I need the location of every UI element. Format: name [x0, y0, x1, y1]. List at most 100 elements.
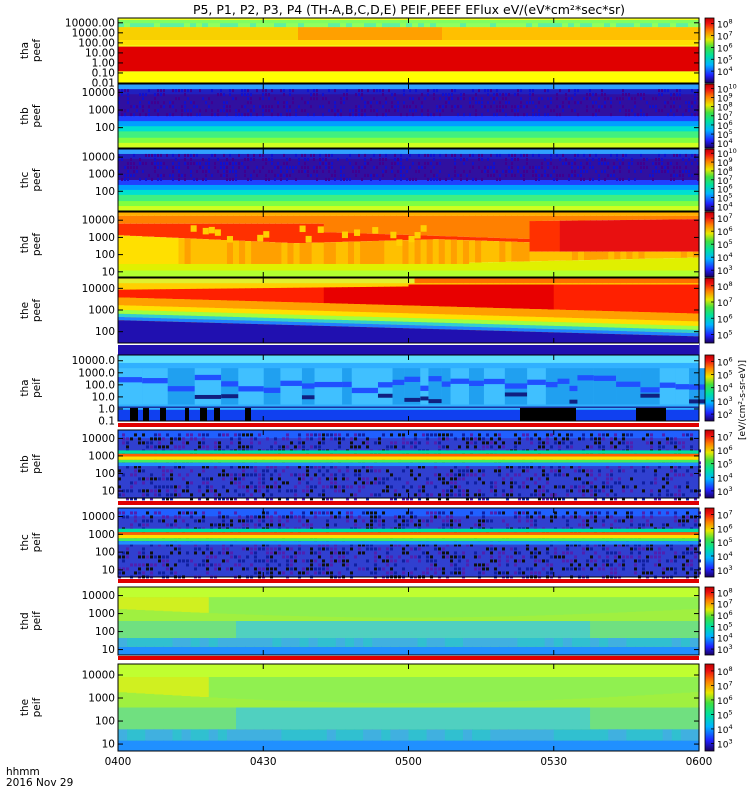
- the-peef-ytick-1: 1000: [88, 305, 115, 317]
- time-row-label: hhmm: [6, 766, 40, 778]
- thb-peif-cbtick-1: 106: [717, 444, 733, 457]
- tha-peif-ytick-0: 10000.0: [72, 355, 115, 367]
- thd-peif-ytick-0: 10000: [82, 590, 115, 602]
- the-peef-cbtick-2: 106: [717, 312, 733, 325]
- thc-peif-cbtick-3: 104: [717, 550, 733, 563]
- tha-peif-ytick-3: 10.0: [92, 391, 115, 403]
- tha-peif-cbtick-3: 103: [717, 395, 733, 408]
- tha-peif-cbtick-4: 102: [717, 408, 733, 421]
- xtick-0600: 0600: [686, 756, 713, 768]
- thc-peef-ytick-0: 10000: [82, 152, 115, 164]
- stripe-1: [118, 501, 699, 505]
- the-peif-heatmap: [118, 664, 700, 751]
- thd-peef-ytick-0: 10000: [82, 215, 115, 227]
- the-peef-cbtick-3: 105: [717, 329, 733, 342]
- thd-peef-ytick-2: 100: [95, 249, 115, 261]
- thb-peef-cbtick-0: 1010: [717, 82, 737, 95]
- thb-peif-cbtick-0: 107: [717, 430, 733, 443]
- plot-title: P5, P1, P2, P3, P4 (TH-A,B,C,D,E) PEIF,P…: [192, 2, 626, 17]
- tha-peef-ytick-1: 1000.00: [72, 27, 115, 39]
- tha-peif-ylabel: tha peif: [19, 378, 43, 398]
- tha-peef-colorbar: [704, 17, 715, 84]
- thb-peef-ytick-2: 100: [95, 122, 115, 134]
- thc-peif-cbtick-1: 106: [717, 522, 733, 535]
- thb-peif-ytick-1: 1000: [88, 450, 115, 462]
- the-peef-colorbar: [704, 277, 715, 344]
- tha-peef-ytick-6: 0.01: [92, 78, 115, 90]
- thd-peef-cbtick-4: 103: [717, 264, 733, 277]
- thc-peif-ytick-3: 10: [102, 564, 115, 576]
- thc-peif-heatmap: [118, 508, 701, 579]
- thb-peif-cbtick-4: 103: [717, 485, 733, 498]
- thd-peif-ylabel: thd peif: [19, 611, 43, 631]
- thd-peef-ytick-3: 10: [102, 266, 115, 278]
- date-row-label: 2016 Nov 29: [6, 777, 74, 789]
- thd-peif-heatmap: [118, 587, 700, 655]
- thc-peef-heatmap: [118, 149, 699, 212]
- colorbar-unit-label: [eV/(cm²-s-sr-eV)]: [738, 360, 748, 440]
- thc-peif-cbtick-0: 107: [717, 509, 733, 522]
- thb-peef-ylabel: thb peef: [19, 104, 43, 128]
- thd-peef-cbtick-2: 105: [717, 238, 733, 251]
- thb-peif-ytick-3: 10: [102, 486, 115, 498]
- thc-peef-ylabel: thc peef: [19, 168, 43, 192]
- tha-peef-ytick-3: 10.00: [85, 47, 115, 59]
- thd-peif-ytick-3: 10: [102, 644, 115, 656]
- thd-peef-ylabel: thd peef: [19, 233, 43, 257]
- the-peif-colorbar: [704, 663, 715, 752]
- thb-peef-heatmap: [118, 84, 699, 149]
- tha-peif-ytick-4: 1.0: [98, 403, 115, 415]
- the-peif-ytick-3: 10: [102, 739, 115, 751]
- thc-peif-cbtick-4: 103: [717, 564, 733, 577]
- the-peif-cbtick-1: 107: [717, 679, 733, 692]
- tha-peef-ytick-2: 100.00: [78, 37, 115, 49]
- stripe-3: [118, 656, 699, 660]
- thc-peef-ytick-1: 1000: [88, 169, 115, 181]
- xtick-0500: 0500: [395, 756, 422, 768]
- tha-peif-ytick-2: 100.0: [85, 379, 115, 391]
- tha-peif-cbtick-0: 106: [717, 355, 733, 368]
- tha-peif-ytick-5: 0.1: [98, 416, 115, 428]
- thc-peif-ytick-2: 100: [95, 547, 115, 559]
- thb-peef-ytick-1: 1000: [88, 105, 115, 117]
- the-peef-cbtick-1: 107: [717, 296, 733, 309]
- the-peef-ytick-2: 100: [95, 326, 115, 338]
- thd-peef-heatmap: [118, 212, 700, 277]
- the-peif-ylabel: the peif: [19, 697, 43, 717]
- the-peif-ytick-2: 100: [95, 716, 115, 728]
- xtick-0400: 0400: [105, 756, 132, 768]
- tha-peif-cbtick-1: 105: [717, 368, 733, 381]
- xtick-0530: 0530: [540, 756, 567, 768]
- tha-peef-cbtick-4: 104: [717, 65, 733, 78]
- thd-peif-ytick-2: 100: [95, 626, 115, 638]
- the-peef-cbtick-0: 108: [717, 280, 733, 293]
- thd-peif-colorbar: [704, 586, 715, 656]
- tha-peif-heatmap: [118, 355, 712, 421]
- thb-peif-heatmap: [118, 430, 701, 501]
- tha-peef-ylabel: tha peef: [19, 39, 43, 63]
- thd-peif-ytick-1: 1000: [88, 608, 115, 620]
- thb-peef-ytick-0: 10000: [82, 87, 115, 99]
- the-peif-cbtick-0: 108: [717, 665, 733, 678]
- tha-peef-heatmap: [118, 18, 701, 83]
- the-peif-cbtick-5: 103: [717, 737, 733, 750]
- thb-peif-ylabel: thb peif: [19, 454, 43, 474]
- tha-peef-ytick-5: 0.10: [92, 67, 115, 79]
- thc-peef-ytick-2: 100: [95, 186, 115, 198]
- thd-peif-cbtick-5: 103: [717, 643, 733, 656]
- thb-peif-cbtick-2: 105: [717, 458, 733, 471]
- thd-peef-ytick-1: 1000: [88, 232, 115, 244]
- thb-peif-cbtick-3: 104: [717, 471, 733, 484]
- stripe-0: [118, 423, 699, 427]
- thc-peif-ytick-0: 10000: [82, 511, 115, 523]
- the-peif-cbtick-4: 104: [717, 723, 733, 736]
- tha-peif-ytick-1: 1000.0: [78, 367, 115, 379]
- the-peif-ytick-1: 1000: [88, 693, 115, 705]
- the-peif-cbtick-3: 105: [717, 708, 733, 721]
- the-peef-ytick-0: 10000: [82, 283, 115, 295]
- tha-peif-cbtick-2: 104: [717, 382, 733, 395]
- thc-peif-ylabel: thc peif: [19, 532, 43, 552]
- thc-peif-ytick-1: 1000: [88, 529, 115, 541]
- xtick-0430: 0430: [250, 756, 277, 768]
